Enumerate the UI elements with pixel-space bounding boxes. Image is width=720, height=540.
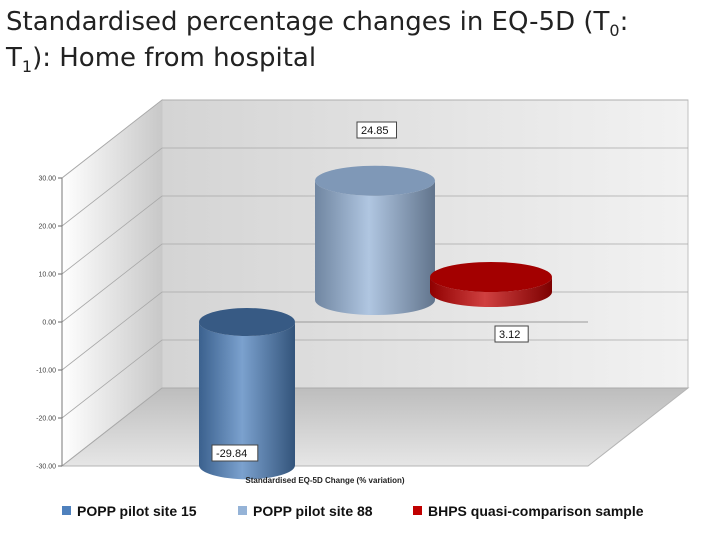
title-line1-text: Standardised percentage changes in EQ-5D…: [6, 7, 610, 37]
x-axis-title: Standardised EQ-5D Change (% variation): [245, 476, 404, 485]
slide-title: Standardised percentage changes in EQ-5D…: [6, 4, 718, 76]
title-subscript-1: 1: [21, 57, 33, 76]
title-subscript-0: 0: [609, 21, 620, 40]
y-tick-label: -20.00: [36, 416, 56, 423]
gridline: [61, 99, 688, 179]
gridline: [61, 147, 688, 227]
data-label-text: -29.84: [216, 448, 247, 460]
y-tick-label: 30.00: [38, 176, 56, 183]
bar-cap: [199, 308, 295, 336]
y-axis: -30.00 -20.00 -10.00 0.00 10.00 20.00 30.00: [36, 176, 63, 471]
legend-swatch: [62, 506, 71, 515]
data-label-box: [356, 121, 397, 139]
chart-legend: POPP pilot site 15 POPP pilot site 88 BHPS…: [62, 503, 644, 519]
bar-cap: [315, 165, 435, 196]
legend-item: POPP pilot site 15: [62, 503, 197, 519]
y-tick-label: 10.00: [38, 272, 56, 279]
data-labels: -29.84 24.85 3.12: [211, 121, 529, 462]
data-label: 3.12: [494, 325, 529, 343]
data-label-text: 3.12: [499, 329, 520, 341]
data-label: -29.84: [211, 444, 259, 462]
chart-bars: [199, 165, 552, 480]
data-label-box: [494, 325, 529, 343]
y-tick-label: -10.00: [36, 368, 56, 375]
title-line2-text: T: [6, 43, 22, 73]
bar-body: [315, 180, 435, 315]
legend-swatch: [413, 506, 422, 515]
gridline: [61, 243, 688, 323]
data-label-box: [211, 444, 259, 462]
chart-gridlines: [61, 99, 688, 467]
floor: [60, 387, 690, 467]
legend-item: POPP pilot site 88: [238, 503, 373, 519]
bar-body: [430, 277, 552, 307]
bar-1: [199, 308, 295, 480]
data-label: 24.85: [356, 121, 397, 139]
gridline: [61, 195, 688, 275]
legend-label: POPP pilot site 88: [253, 503, 373, 519]
bar-3: [430, 262, 552, 307]
y-tick-label: -30.00: [36, 464, 56, 471]
y-tick-label: 20.00: [38, 224, 56, 231]
bar-body: [199, 322, 295, 480]
title-line2-rest: ): Home from hospital: [32, 43, 317, 73]
legend-item: BHPS quasi-comparison sample: [413, 503, 644, 519]
bar-2: [315, 165, 435, 315]
data-label-text: 24.85: [361, 125, 389, 137]
gridline: [61, 387, 688, 467]
legend-label: POPP pilot site 15: [77, 503, 197, 519]
title-line1-colon: :: [619, 7, 629, 37]
bar-cap: [430, 262, 552, 293]
legend-swatch: [238, 506, 247, 515]
legend-label: BHPS quasi-comparison sample: [428, 503, 644, 519]
y-tick-label: 0.00: [42, 320, 56, 327]
